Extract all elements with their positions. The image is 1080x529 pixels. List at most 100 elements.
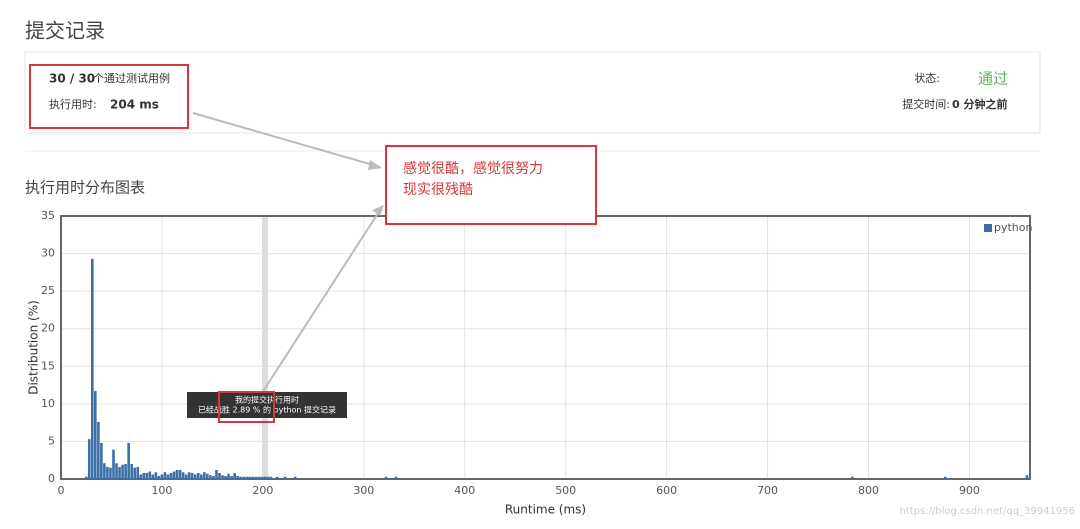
y-tick-label: 25: [41, 284, 55, 297]
bar: [187, 472, 191, 479]
annotation-line: 现实很残酷: [403, 182, 473, 198]
bar: [97, 421, 100, 479]
annotation-line: 感觉很酷，感觉很努力: [403, 160, 543, 177]
bar: [90, 258, 94, 479]
tooltip-line: 已经战胜 2.89 % 的 python 提交记录: [198, 405, 336, 415]
bar: [206, 473, 209, 479]
bar: [142, 472, 146, 479]
bar: [193, 474, 197, 479]
bar: [84, 476, 88, 479]
y-axis-label: Distribution (%): [27, 300, 41, 395]
x-tick-label: 900: [959, 484, 980, 497]
bar: [160, 474, 164, 479]
bar: [172, 471, 176, 479]
bar: [1025, 475, 1029, 479]
bar: [87, 439, 91, 479]
bar: [178, 469, 182, 479]
bar: [154, 472, 158, 479]
bar: [851, 476, 854, 479]
bar: [254, 476, 258, 479]
bar: [184, 474, 188, 479]
time-label: 提交时间:: [902, 97, 950, 111]
tooltip-line: 我的提交执行用时: [235, 395, 299, 405]
page-title: 提交记录: [25, 19, 105, 43]
bar: [190, 472, 194, 479]
bar: [257, 476, 261, 479]
bar: [200, 474, 203, 479]
bar: [209, 475, 212, 479]
bar: [251, 476, 255, 479]
bar: [269, 476, 273, 479]
bar: [100, 442, 103, 479]
bar: [112, 449, 115, 479]
status-value[interactable]: 通过: [978, 70, 1008, 88]
chart-title: 执行用时分布图表: [25, 179, 145, 197]
bar: [263, 476, 267, 479]
legend-label: python: [994, 221, 1033, 234]
arrow: [192, 112, 381, 168]
bar: [384, 476, 388, 479]
bar: [227, 473, 230, 479]
bar: [218, 472, 221, 479]
summary-panel: [24, 51, 1041, 134]
x-tick-label: 400: [454, 484, 475, 497]
bar: [139, 474, 143, 479]
y-tick-label: 10: [41, 397, 55, 410]
x-tick-label: 200: [252, 484, 273, 497]
bar: [283, 476, 287, 479]
tooltip: [187, 392, 347, 418]
bar: [109, 467, 112, 479]
highlight-box: [29, 64, 189, 129]
plot-frame: [60, 215, 1031, 480]
runtime-value: 204 ms: [110, 98, 159, 112]
time-value: 0 分钟之前: [952, 97, 1007, 111]
bar: [136, 466, 140, 479]
bar: [266, 476, 270, 479]
bar: [230, 475, 233, 479]
bar: [106, 466, 109, 479]
x-tick-label: 800: [858, 484, 879, 497]
bar: [121, 464, 124, 479]
y-tick-label: 30: [41, 247, 55, 260]
bar: [260, 476, 264, 479]
bar: [148, 471, 152, 479]
bar: [157, 475, 161, 479]
runtime-label: 执行用时:: [49, 97, 97, 111]
bar: [215, 469, 218, 479]
annotation-box: [385, 145, 597, 225]
plot: 0 5 10 15 20 25 30 35 0 100 200 300 400 500 600 700 800 9…: [27, 209, 1033, 517]
bar: [275, 476, 279, 479]
status-label: 状态:: [914, 71, 940, 85]
y-tick-label: 20: [41, 322, 55, 335]
bar: [203, 472, 206, 479]
bar: [233, 472, 236, 479]
bar: [224, 475, 227, 479]
bar: [115, 463, 118, 479]
arrow: [261, 206, 383, 394]
x-tick-label: 500: [555, 484, 576, 497]
bar: [94, 391, 97, 479]
y-tick-label: 0: [48, 472, 55, 485]
bar: [239, 476, 242, 479]
bar: [212, 475, 215, 479]
bar: [124, 463, 127, 479]
bar: [245, 476, 249, 479]
bar: [293, 476, 297, 479]
bar: [166, 474, 170, 479]
arrow-head: [368, 160, 382, 170]
bar: [196, 472, 200, 479]
y-tick-label: 5: [48, 434, 55, 447]
watermark: https://blog.csdn.net/qq_39941956: [899, 506, 1075, 517]
selection-band: [262, 216, 268, 479]
bar: [943, 476, 947, 479]
y-tick-label: 35: [41, 209, 55, 222]
y-tick-label: 15: [41, 359, 55, 372]
bar: [130, 463, 133, 479]
bar: [394, 476, 398, 479]
bar: [133, 467, 136, 479]
bar: [181, 472, 185, 479]
passed-label: 个通过测试用例: [93, 71, 170, 85]
bar: [145, 472, 149, 479]
